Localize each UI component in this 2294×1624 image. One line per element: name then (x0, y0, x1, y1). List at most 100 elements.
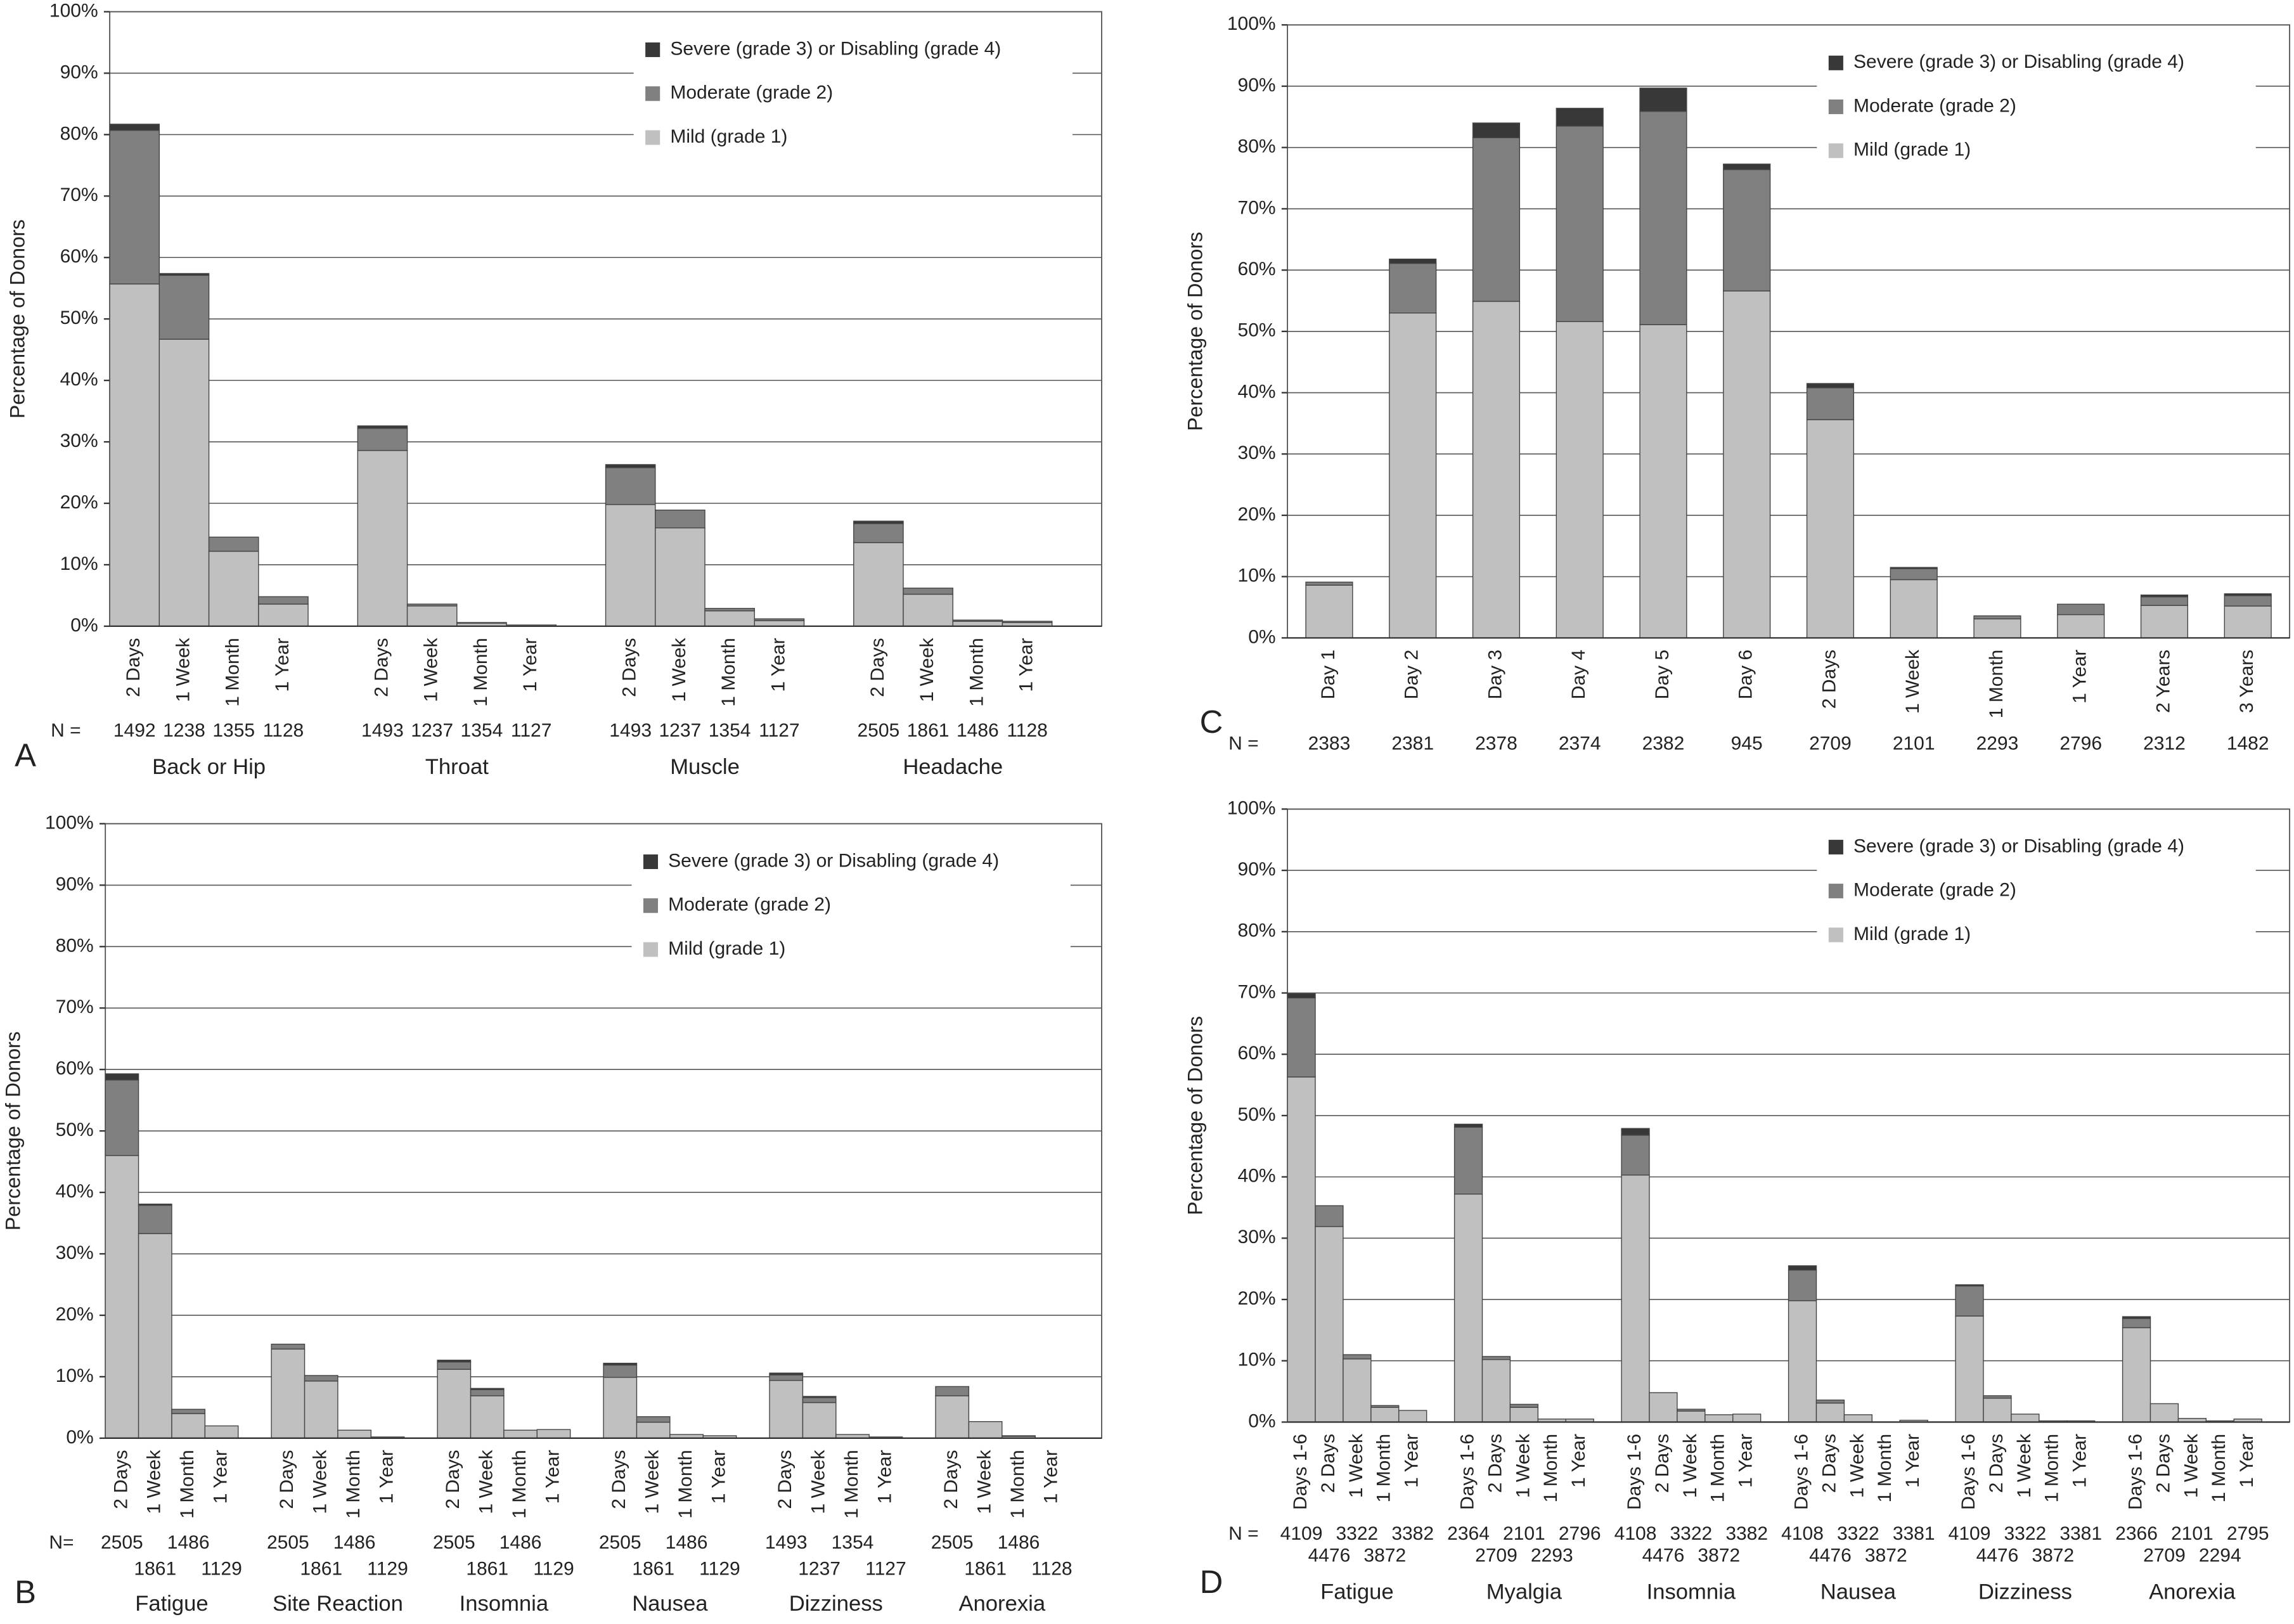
y-tick-label: 40% (1238, 1166, 1276, 1187)
n-prefix: N= (49, 1532, 74, 1553)
bar-segment (605, 504, 656, 627)
n-label: 3382 (1391, 1523, 1434, 1544)
n-label: 1486 (957, 720, 999, 741)
n-label: 1493 (765, 1532, 808, 1553)
bar-segment (271, 1343, 306, 1350)
legend-swatch (1828, 839, 1843, 854)
legend-label: Mild (grade 1) (668, 938, 785, 959)
bar-segment (2057, 603, 2105, 615)
y-tick-label: 60% (1238, 1043, 1276, 1064)
x-tick-label: 1 Week (1902, 649, 1923, 714)
x-tick-label: 1 Month (2042, 1434, 2063, 1502)
n-label: 1238 (163, 720, 205, 741)
n-label: 1354 (832, 1532, 874, 1553)
bar-segment (802, 1402, 837, 1439)
y-tick-label: 70% (1238, 197, 1276, 218)
group-label: Throat (425, 755, 489, 779)
n-label: 1355 (212, 720, 255, 741)
legend-label: Mild (grade 1) (1853, 924, 1971, 944)
bar-segment (2140, 594, 2189, 598)
x-tick-label: 2 Days (110, 1450, 131, 1509)
panel-letter: D (1200, 1564, 1223, 1600)
n-label: 3382 (1725, 1523, 1768, 1544)
bar-segment (1621, 1128, 1650, 1136)
y-tick-label: 80% (1238, 920, 1276, 941)
y-tick-label: 90% (60, 61, 98, 82)
x-tick-label: 1 Week (1680, 1433, 1701, 1498)
n-label: 4108 (1614, 1523, 1657, 1544)
bar-segment (105, 1155, 139, 1439)
x-tick-label: 1 Month (675, 1450, 696, 1518)
bar-segment (109, 283, 160, 627)
bar-segment (1983, 1395, 2012, 1399)
x-tick-label: 1 Week (1846, 1433, 1867, 1498)
n-label: 2101 (2171, 1523, 2213, 1544)
n-label: 2505 (931, 1532, 974, 1553)
x-tick-label: 1 Month (1007, 1450, 1028, 1518)
bar-segment (1639, 87, 1687, 112)
legend-swatch (645, 130, 660, 145)
n-label: 2374 (1559, 733, 1601, 754)
bar-segment (1723, 290, 1771, 639)
x-tick-label: 1 Month (177, 1450, 198, 1518)
x-tick-label: Days 1-6 (1791, 1434, 1812, 1510)
legend-box (1817, 818, 2256, 947)
x-tick-label: 2 Days (867, 638, 888, 697)
bar-segment (1315, 1226, 1344, 1423)
y-tick-label: 50% (1238, 320, 1276, 341)
bar-segment (1370, 1405, 1400, 1408)
bar-segment (258, 596, 309, 605)
n-label: 1482 (2227, 733, 2269, 754)
legend-swatch (1828, 884, 1843, 899)
bar-segment (470, 1395, 505, 1439)
n-label: 1129 (367, 1558, 408, 1579)
legend-box (633, 20, 1073, 150)
x-tick-label: 1 Year (2070, 650, 2091, 704)
n-label: 2293 (1976, 733, 2019, 754)
group-label: Dizziness (789, 1592, 883, 1616)
y-tick-label: 40% (1238, 381, 1276, 402)
bar-segment (437, 1360, 472, 1363)
x-tick-label: 2 Days (609, 1450, 629, 1509)
x-tick-label: 1 Week (669, 637, 690, 702)
n-label: 1129 (201, 1558, 242, 1579)
legend-box (631, 832, 1071, 962)
bar-segment (1890, 579, 1938, 639)
y-axis-label: Percentage of Donors (6, 219, 29, 418)
bar-segment (1556, 108, 1604, 127)
bar-segment (1639, 324, 1687, 639)
bar-segment (754, 620, 805, 627)
n-label: 1127 (511, 720, 552, 741)
x-tick-label: 1 Week (808, 1449, 829, 1514)
x-tick-label: 1 Year (874, 1450, 895, 1504)
n-label: 2709 (2143, 1545, 2186, 1566)
n-label: 2293 (1531, 1545, 1573, 1566)
bar-segment (2140, 605, 2189, 639)
x-tick-label: 1 Week (172, 637, 193, 702)
bar-segment (1305, 581, 1353, 586)
bar-segment (1815, 1402, 1845, 1423)
bar-segment (1287, 1076, 1316, 1423)
x-tick-label: 1 Year (768, 638, 789, 692)
bar-segment (1389, 262, 1437, 314)
y-tick-label: 100% (1227, 797, 1276, 818)
y-tick-label: 90% (1238, 859, 1276, 880)
bar-segment (503, 1429, 538, 1439)
x-tick-label: 2 Years (2153, 650, 2174, 713)
bar-segment (437, 1361, 472, 1370)
x-tick-label: 2 Days (276, 1450, 297, 1509)
group-label: Headache (903, 755, 1003, 779)
x-tick-label: 1 Year (1402, 1434, 1422, 1488)
n-label: 1486 (333, 1532, 376, 1553)
x-tick-label: 1 Month (470, 638, 491, 706)
bar-segment (1481, 1359, 1511, 1423)
group-label: Nausea (632, 1592, 708, 1616)
bar-segment (1815, 1399, 1845, 1404)
n-label: 2709 (1475, 1545, 1518, 1566)
x-tick-label: Day 5 (1652, 650, 1673, 699)
bar-segment (1389, 313, 1437, 639)
n-label: 1354 (461, 720, 503, 741)
bar-segment (1453, 1123, 1483, 1128)
n-label: 1128 (1031, 1558, 1073, 1579)
n-label: 1129 (533, 1558, 574, 1579)
